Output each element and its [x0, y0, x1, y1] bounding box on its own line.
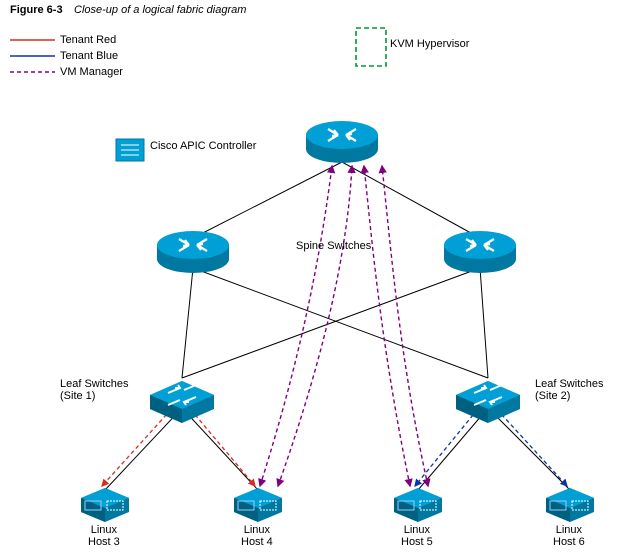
server-r1-icon — [394, 488, 442, 522]
apic-controller-icon — [116, 139, 144, 161]
server-l2-icon — [234, 488, 282, 522]
server-r2-icon — [546, 488, 594, 522]
host4-label: Linux Host 4 — [241, 524, 273, 548]
figure-label: Figure 6-3 — [10, 4, 63, 16]
router-spine-left-icon — [157, 231, 229, 273]
legend-red: Tenant Red — [60, 34, 116, 46]
host6-label: Linux Host 6 — [553, 524, 585, 548]
switch-leaf-right-icon — [456, 381, 520, 423]
router-spine-right-icon — [444, 231, 516, 273]
figure-title: Close-up of a logical fabric diagram — [74, 4, 246, 16]
leaf-right-label: Leaf Switches (Site 2) — [535, 378, 603, 402]
controller-label: Cisco APIC Controller — [150, 140, 256, 152]
server-l1-icon — [81, 488, 129, 522]
kvm-label: KVM Hypervisor — [390, 38, 469, 50]
host3-label: Linux Host 3 — [88, 524, 120, 548]
kvm-box — [356, 28, 386, 66]
legend-blue: Tenant Blue — [60, 50, 118, 62]
spine-label: Spine Switches — [296, 240, 371, 252]
router-top-icon — [306, 121, 378, 163]
leaf-left-label: Leaf Switches (Site 1) — [60, 378, 128, 402]
host5-label: Linux Host 5 — [401, 524, 433, 548]
legend-vmm: VM Manager — [60, 66, 123, 78]
topology-svg — [0, 0, 637, 553]
switch-leaf-left-icon — [150, 381, 214, 423]
